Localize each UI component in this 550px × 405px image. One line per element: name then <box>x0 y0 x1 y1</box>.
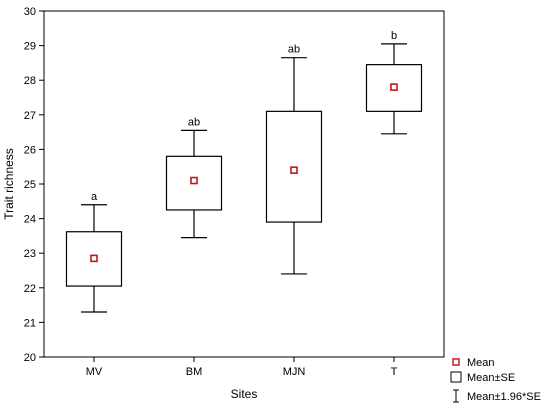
x-axis-title: Sites <box>231 387 258 401</box>
legend-se-box <box>450 371 462 383</box>
plot-frame <box>43 10 445 358</box>
x-tick-label: MJN <box>283 366 306 378</box>
box-group-bm: ab <box>165 116 223 239</box>
y-tick-label: 22 <box>24 283 36 295</box>
y-tick-label: 21 <box>24 317 36 329</box>
y-tick-label: 26 <box>24 144 36 156</box>
se-box <box>65 231 123 287</box>
box-group-t: b <box>365 30 423 135</box>
legend-label-mean: Mean <box>467 357 495 369</box>
box-group-mv: a <box>65 191 123 313</box>
significance-label: ab <box>288 44 300 56</box>
significance-label: a <box>91 191 98 203</box>
mean-marker <box>190 176 198 185</box>
x-tick-label: T <box>391 366 398 378</box>
legend-label-se: Mean±SE <box>467 372 515 384</box>
legend: Mean Mean±SE Mean±1.96*SE <box>450 357 541 403</box>
y-tick-label: 30 <box>24 6 36 18</box>
y-tick-label: 29 <box>24 41 36 53</box>
x-tick-label: BM <box>186 366 203 378</box>
legend-label-ci: Mean±1.96*SE <box>467 391 541 403</box>
plot-area: a ab ab b <box>65 30 423 313</box>
y-axis: 20 21 22 23 24 25 26 27 28 29 30 Trait richness MV BM… <box>2 6 445 401</box>
significance-label: ab <box>188 116 200 128</box>
y-tick-label: 20 <box>24 352 36 364</box>
y-tick-label: 28 <box>24 75 36 87</box>
legend-mean-marker <box>452 358 460 366</box>
mean-marker <box>390 83 398 91</box>
box-group-mjn: ab <box>265 44 323 275</box>
y-tick-label: 25 <box>24 179 36 191</box>
y-axis-title: Trait richness <box>2 148 16 220</box>
y-tick-label: 24 <box>24 214 36 226</box>
x-tick-label: MV <box>86 366 103 378</box>
mean-marker <box>290 166 298 174</box>
significance-label: b <box>391 30 397 42</box>
y-tick-label: 23 <box>24 248 36 260</box>
mean-marker <box>90 254 98 263</box>
y-tick-label: 27 <box>24 110 36 122</box>
